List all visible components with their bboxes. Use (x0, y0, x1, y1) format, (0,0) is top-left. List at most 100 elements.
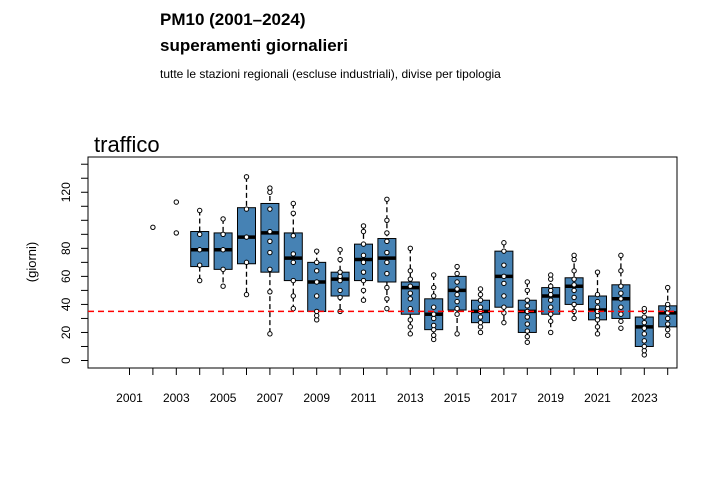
data-point (431, 284, 437, 291)
data-point (454, 298, 460, 305)
x-tick-label: 2009 (303, 391, 330, 405)
data-point (501, 280, 507, 287)
x-tick-label: 2019 (537, 391, 564, 405)
data-point (431, 272, 437, 278)
data-point (384, 249, 390, 256)
data-point (290, 210, 296, 216)
data-point (524, 287, 530, 294)
data-point (267, 266, 273, 273)
data-point (243, 174, 250, 180)
data-point (665, 332, 671, 338)
x-tick-label: 2021 (584, 391, 611, 405)
data-point (571, 294, 577, 301)
data-point (501, 273, 507, 280)
data-point (360, 277, 367, 284)
data-point (384, 296, 390, 302)
panel-title: traffico (94, 132, 160, 157)
data-point (454, 286, 460, 292)
data-point (431, 322, 437, 329)
data-point (337, 256, 343, 263)
data-point (524, 303, 530, 309)
data-point (618, 283, 624, 289)
y-tick-label: 20 (59, 325, 73, 339)
data-point (571, 287, 577, 294)
box-2017 (494, 250, 514, 308)
data-point (407, 245, 413, 252)
data-point (501, 319, 507, 326)
data-point (384, 238, 390, 245)
data-point (454, 311, 460, 317)
data-point (641, 331, 647, 337)
data-point (618, 290, 624, 296)
data-point (665, 321, 671, 327)
data-point (407, 331, 413, 337)
y-axis-label: (giorni) (24, 242, 39, 282)
data-point (407, 305, 413, 312)
x-tick-label: 2011 (351, 391, 377, 405)
data-point (454, 291, 460, 298)
data-point (594, 304, 601, 310)
data-point (477, 291, 484, 298)
data-point (220, 231, 226, 238)
data-point (641, 305, 647, 312)
data-point (314, 248, 320, 254)
data-point (220, 283, 226, 289)
data-point (267, 238, 273, 245)
data-point (477, 314, 484, 320)
data-point (267, 289, 273, 295)
data-point (548, 311, 554, 317)
data-point (243, 234, 250, 240)
data-point (594, 298, 601, 305)
x-tick-label: 2023 (631, 391, 658, 405)
data-point (407, 324, 413, 330)
data-point (618, 311, 624, 317)
data-point (571, 268, 577, 274)
data-point (337, 287, 343, 294)
data-point (501, 240, 507, 246)
data-point (407, 317, 413, 323)
data-point (314, 279, 320, 285)
data-point (571, 315, 577, 322)
data-point (641, 314, 647, 320)
data-point (267, 185, 273, 191)
data-point (618, 296, 624, 302)
data-point (548, 297, 554, 303)
data-point (454, 270, 460, 277)
data-point (431, 311, 437, 317)
data-point (150, 224, 156, 231)
data-point (618, 318, 624, 324)
data-point (337, 294, 343, 301)
data-point (431, 293, 437, 299)
data-point (431, 332, 437, 338)
data-point (641, 338, 647, 344)
data-point (571, 282, 577, 288)
data-point (524, 328, 530, 334)
data-point (548, 304, 554, 310)
data-point (384, 259, 390, 266)
data-point (314, 293, 320, 299)
data-point (173, 230, 180, 236)
data-point (267, 331, 273, 337)
chart-title: PM10 (2001–2024) (160, 10, 306, 29)
data-point (197, 262, 203, 268)
data-point (665, 284, 671, 291)
data-point (243, 206, 250, 212)
data-point (524, 321, 530, 327)
data-point (173, 199, 180, 205)
data-point (290, 259, 296, 266)
data-point (477, 329, 484, 336)
x-tick-label: 2013 (397, 391, 424, 405)
data-point (477, 286, 484, 292)
data-point (501, 262, 507, 268)
data-point (360, 287, 367, 294)
data-point (384, 196, 390, 202)
data-point (524, 297, 530, 303)
y-tick-label: 80 (59, 241, 73, 255)
data-point (197, 231, 203, 238)
y-tick-label: 60 (59, 269, 73, 283)
data-point (571, 276, 577, 282)
data-point (548, 272, 554, 278)
data-point (290, 305, 296, 312)
data-point (524, 314, 530, 320)
data-point (454, 305, 460, 312)
